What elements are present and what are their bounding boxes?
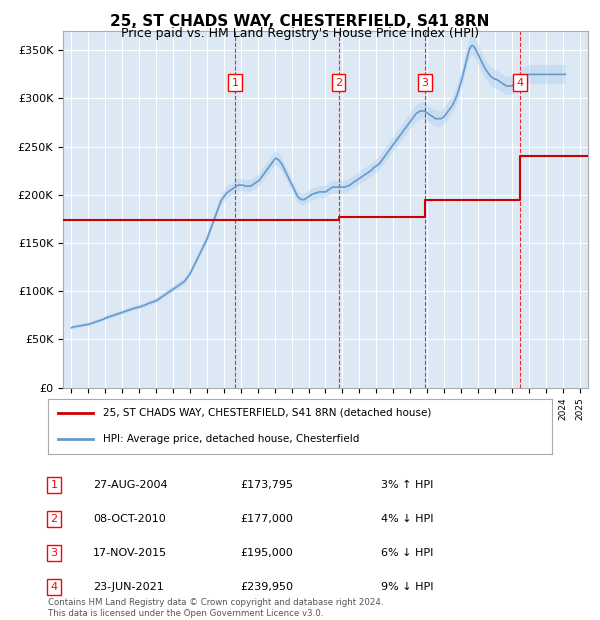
- Text: 1: 1: [50, 480, 58, 490]
- Text: 1: 1: [232, 78, 238, 87]
- Text: £239,950: £239,950: [240, 582, 293, 592]
- Text: 9% ↓ HPI: 9% ↓ HPI: [381, 582, 433, 592]
- Text: £177,000: £177,000: [240, 514, 293, 524]
- Text: 27-AUG-2004: 27-AUG-2004: [93, 480, 167, 490]
- Text: 3% ↑ HPI: 3% ↑ HPI: [381, 480, 433, 490]
- Text: 25, ST CHADS WAY, CHESTERFIELD, S41 8RN: 25, ST CHADS WAY, CHESTERFIELD, S41 8RN: [110, 14, 490, 29]
- Text: 17-NOV-2015: 17-NOV-2015: [93, 548, 167, 558]
- Text: 4: 4: [516, 78, 523, 87]
- Text: 2: 2: [335, 78, 342, 87]
- Text: Price paid vs. HM Land Registry's House Price Index (HPI): Price paid vs. HM Land Registry's House …: [121, 27, 479, 40]
- Text: 6% ↓ HPI: 6% ↓ HPI: [381, 548, 433, 558]
- Text: £173,795: £173,795: [240, 480, 293, 490]
- Text: Contains HM Land Registry data © Crown copyright and database right 2024.
This d: Contains HM Land Registry data © Crown c…: [48, 598, 383, 618]
- Text: HPI: Average price, detached house, Chesterfield: HPI: Average price, detached house, Ches…: [103, 433, 360, 443]
- Text: 3: 3: [422, 78, 428, 87]
- Text: £195,000: £195,000: [240, 548, 293, 558]
- Text: 08-OCT-2010: 08-OCT-2010: [93, 514, 166, 524]
- Text: 23-JUN-2021: 23-JUN-2021: [93, 582, 164, 592]
- Text: 3: 3: [50, 548, 58, 558]
- Text: 4: 4: [50, 582, 58, 592]
- Text: 25, ST CHADS WAY, CHESTERFIELD, S41 8RN (detached house): 25, ST CHADS WAY, CHESTERFIELD, S41 8RN …: [103, 408, 432, 418]
- Text: 4% ↓ HPI: 4% ↓ HPI: [381, 514, 433, 524]
- Text: 2: 2: [50, 514, 58, 524]
